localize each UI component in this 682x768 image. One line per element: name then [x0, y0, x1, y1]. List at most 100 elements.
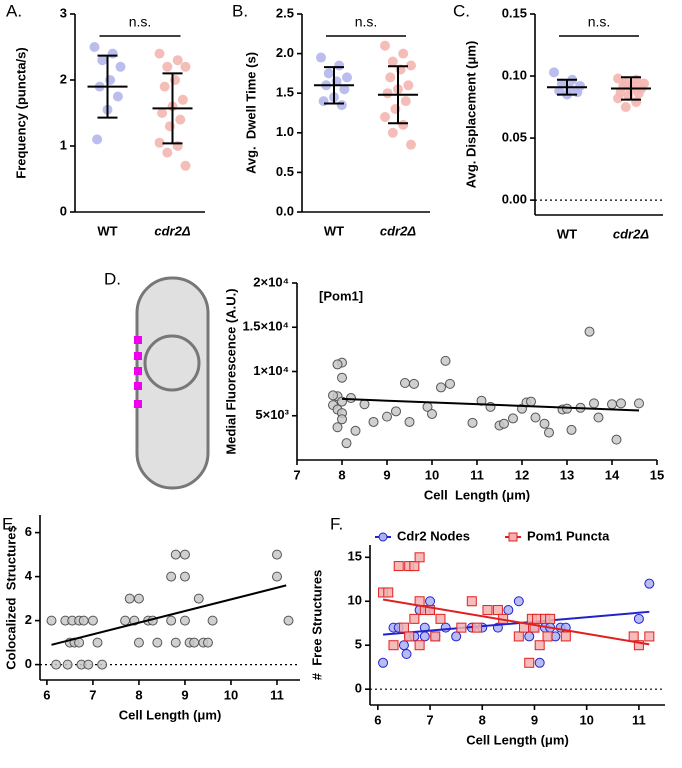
- y-tick-label: 0: [355, 681, 362, 696]
- point: [544, 427, 554, 438]
- point: [170, 637, 181, 648]
- point: [368, 416, 379, 427]
- x-tick-label: 8: [479, 712, 486, 727]
- point: [398, 640, 409, 651]
- legend-label: Pom1 Puncta: [527, 528, 610, 543]
- point: [467, 417, 478, 428]
- point: [78, 615, 89, 626]
- point: [419, 631, 430, 642]
- point: [332, 422, 343, 433]
- point: [87, 615, 98, 626]
- dot: [385, 72, 396, 83]
- point: [382, 411, 392, 422]
- point: [283, 615, 294, 626]
- panel-label: A.: [6, 1, 22, 20]
- point: [179, 615, 190, 626]
- x-tick-label: 7: [293, 467, 300, 482]
- point: [440, 355, 451, 366]
- point: [401, 649, 412, 660]
- point: [97, 659, 108, 670]
- dot: [398, 48, 409, 59]
- point: [628, 631, 639, 642]
- x-tick-label: 12: [515, 467, 529, 482]
- dot: [175, 114, 186, 125]
- point: [482, 605, 493, 616]
- y-axis-label: Medial Fluorescence (A.U.): [223, 288, 238, 454]
- x-tick-label: 7: [426, 712, 433, 727]
- dot: [398, 119, 409, 130]
- y-tick-label: 0.10: [502, 67, 527, 82]
- point: [346, 393, 356, 404]
- x-tick-label: 11: [470, 467, 484, 482]
- x-tick-label: 9: [181, 687, 188, 702]
- point: [633, 613, 644, 624]
- y-tick-label: 1×10⁴: [253, 363, 289, 378]
- x-tick-label: WT: [97, 223, 117, 238]
- point: [332, 359, 343, 370]
- point: [560, 631, 571, 642]
- point: [466, 596, 477, 607]
- point: [378, 657, 389, 668]
- point: [644, 631, 655, 642]
- panel-label: D.: [104, 269, 121, 288]
- point: [534, 640, 545, 651]
- dot: [631, 97, 642, 108]
- cell-diagram: [134, 276, 210, 490]
- point: [207, 615, 218, 626]
- point: [124, 593, 135, 604]
- point: [456, 622, 467, 633]
- x-tick-label: 7: [89, 687, 96, 702]
- cell: [135, 276, 210, 490]
- x-tick-label: 8: [338, 467, 345, 482]
- y-tick-label: 0.05: [502, 130, 527, 145]
- fit-line: [51, 584, 287, 646]
- dot: [112, 91, 123, 102]
- node: [134, 336, 142, 344]
- y-tick-label: 10: [348, 593, 362, 608]
- dot: [334, 60, 345, 71]
- point: [166, 615, 177, 626]
- point: [414, 640, 425, 651]
- point: [526, 396, 536, 407]
- x-tick-label: 9: [383, 467, 390, 482]
- point: [513, 631, 524, 642]
- y-tick-label: 2: [25, 612, 32, 627]
- point: [472, 622, 483, 633]
- point: [83, 659, 94, 670]
- point: [193, 593, 204, 604]
- point: [566, 424, 577, 435]
- point: [508, 413, 518, 424]
- dot: [115, 61, 126, 72]
- point: [51, 659, 62, 670]
- x-tick-label: 8: [135, 687, 142, 702]
- panel-label: E.: [2, 514, 18, 533]
- legend-marker: [378, 532, 388, 542]
- dot: [633, 88, 644, 99]
- point: [542, 631, 553, 642]
- dot: [336, 100, 347, 111]
- point: [133, 593, 144, 604]
- point: [337, 372, 347, 383]
- panel-label: F.: [330, 514, 343, 533]
- y-tick-label: 3: [60, 5, 67, 20]
- point: [388, 640, 399, 651]
- y-tick-label: 2.5: [276, 5, 294, 20]
- dot: [380, 111, 390, 122]
- point: [404, 416, 415, 427]
- x-tick-label: 10: [425, 467, 439, 482]
- dot: [400, 96, 411, 107]
- point: [170, 549, 181, 560]
- dot: [89, 42, 100, 52]
- x-tick-label: 13: [560, 467, 574, 482]
- point: [607, 399, 617, 410]
- x-tick-label: WT: [557, 226, 577, 241]
- dot: [403, 80, 414, 91]
- error-bar: [162, 72, 183, 145]
- node: [134, 352, 142, 360]
- point: [409, 613, 420, 624]
- point: [589, 398, 599, 409]
- x-tick-label: cdr2Δ: [154, 223, 190, 238]
- point: [436, 382, 446, 393]
- y-axis-label: Colocalized Structures: [3, 525, 18, 669]
